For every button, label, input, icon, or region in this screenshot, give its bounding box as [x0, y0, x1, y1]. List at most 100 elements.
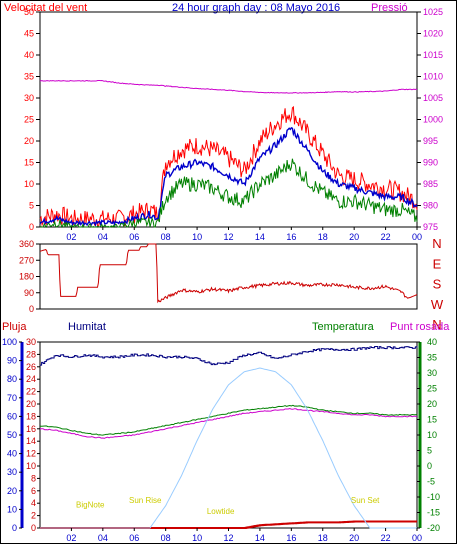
direction-series: [39, 243, 418, 304]
series-avg: [39, 127, 418, 228]
rain-tick-label: 12: [26, 449, 36, 459]
compass-label: W: [431, 297, 444, 312]
humidity-axis: 0 10 20 30 40 50 60 70 80 90 100: [2, 337, 22, 533]
wind-speed-tick-label: 40: [24, 50, 34, 60]
humidity-tick-label: 90: [7, 356, 17, 366]
compass-label: E: [433, 256, 442, 271]
pressure-tick-label: 1010: [423, 72, 443, 82]
astro-annotation: BigNote: [76, 501, 105, 510]
wind-speed-tick-label: 45: [24, 29, 34, 39]
astro-annotation: Sun Rise: [129, 496, 162, 505]
pressure-tick-label: 985: [423, 179, 438, 189]
humidity-x-tick-label: 08: [161, 533, 171, 543]
pressure-axis: 975 980 985 990 995 1000 1005 1010 1015 1020 1025: [417, 7, 443, 232]
astro-annotations: BigNote Sun Rise Lowtide Sun Set: [76, 496, 380, 516]
humidity-x-tick-label: 02: [66, 533, 76, 543]
temperature-tick-label: 40: [427, 337, 437, 347]
wind-x-tick-label: 06: [129, 232, 139, 242]
humidity-x-tick-label: 14: [255, 533, 265, 543]
wind-speed-tick-label: 15: [24, 158, 34, 168]
wind-speed-tick-label: 30: [24, 93, 34, 103]
temperature-tick-label: 30: [427, 368, 437, 378]
series-wind-direction: [39, 243, 418, 304]
humidity-x-tick-label: 10: [192, 533, 202, 543]
rain-tick-label: 4: [31, 498, 36, 508]
humidity-tick-label: 0: [12, 523, 17, 533]
pressure-tick-label: 990: [423, 158, 438, 168]
direction-tick-label: 90: [24, 288, 34, 298]
rain-tick-label: 26: [26, 362, 36, 372]
rain-tick-label: 14: [26, 436, 36, 446]
pressure-label: Pressió: [371, 2, 408, 14]
wind-x-tick-label: 12: [223, 232, 233, 242]
series-gust: [39, 105, 418, 228]
wind-x-tick-label: 10: [192, 232, 202, 242]
wind-speed-tick-label: 25: [24, 115, 34, 125]
humidity-x-tick-label: 04: [98, 533, 108, 543]
series-pressure: [39, 79, 418, 94]
rain-tick-label: 8: [31, 473, 36, 483]
humidity-x-tick-label: 16: [286, 533, 296, 543]
wind-x-tick-label: 18: [318, 232, 328, 242]
temperature-tick-label: -20: [427, 523, 440, 533]
rain-tick-label: 6: [31, 486, 36, 496]
wind-x-axis: 02 04 06 08 10 12 14 16 18 20 22 00: [66, 227, 422, 242]
chart-title: 24 hour graph day : 08 Mayo 2016: [172, 2, 340, 14]
temperature-tick-label: 0: [427, 461, 432, 471]
wind-speed-tick-label: 50: [24, 7, 34, 17]
temperature-tick-label: -15: [427, 508, 440, 518]
pressure-tick-label: 1025: [423, 7, 443, 17]
wind-x-tick-label: 04: [98, 232, 108, 242]
direction-tick-label: 0: [29, 304, 34, 314]
humidity-tick-label: 70: [7, 393, 17, 403]
humidity-tick-label: 40: [7, 449, 17, 459]
temperature-tick-label: 5: [427, 446, 432, 456]
wind-x-tick-label: 22: [381, 232, 391, 242]
series-temperature: [39, 404, 418, 436]
temperature-tick-label: 35: [427, 353, 437, 363]
temperature-tick-label: 25: [427, 384, 437, 394]
humidity-label: Humitat: [68, 321, 106, 333]
rain-tick-label: 0: [31, 523, 36, 533]
humidity-tick-label: 100: [2, 337, 17, 347]
temperature-tick-label: 20: [427, 399, 437, 409]
temperature-axis: -20 -15 -10 -5 0 5 10 15 20 25 30 35 40: [417, 337, 440, 533]
humidity-tick-label: 30: [7, 467, 17, 477]
wind-x-tick-label: 16: [286, 232, 296, 242]
pressure-tick-label: 980: [423, 201, 438, 211]
direction-tick-label: 360: [19, 239, 34, 249]
wind-speed-tick-label: 5: [29, 201, 34, 211]
direction-tick-label: 270: [19, 255, 34, 265]
wind-speed-tick-label: 10: [24, 179, 34, 189]
pressure-tick-label: 1015: [423, 50, 443, 60]
rain-tick-label: 22: [26, 387, 36, 397]
wind-speed-tick-label: 0: [29, 222, 34, 232]
wind-x-tick-label: 08: [161, 232, 171, 242]
compass-label: S: [433, 277, 442, 292]
rain-tick-label: 10: [26, 461, 36, 471]
rain-tick-label: 20: [26, 399, 36, 409]
temperature-tick-label: -5: [427, 477, 435, 487]
compass-label: N: [432, 236, 441, 251]
humidity-x-tick-label: 12: [223, 533, 233, 543]
temperature-label: Temperatura: [312, 321, 375, 333]
temperature-tick-label: 10: [427, 430, 437, 440]
wind-x-tick-label: 02: [66, 232, 76, 242]
series-humidity: [40, 346, 418, 366]
wind-x-tick-label: 14: [255, 232, 265, 242]
rain-tick-label: 28: [26, 349, 36, 359]
pressure-tick-label: 1005: [423, 93, 443, 103]
rain-tick-label: 16: [26, 424, 36, 434]
series-dewpoint: [39, 407, 418, 439]
humidity-x-tick-label: 22: [381, 533, 391, 543]
pressure-tick-label: 975: [423, 222, 438, 232]
astro-annotation: Sun Set: [351, 496, 380, 505]
pressure-tick-label: 1000: [423, 115, 443, 125]
humidity-x-axis: 02 04 06 08 10 12 14 16 18 20 22 00: [66, 528, 422, 543]
wind-speed-label: Velocitat del vent: [4, 2, 87, 14]
